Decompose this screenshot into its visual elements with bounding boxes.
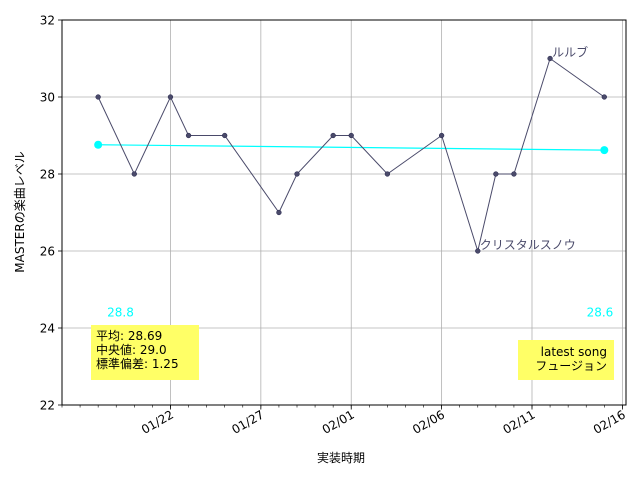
data-point <box>222 132 228 139</box>
stats-line: 中央値: 29.0 <box>96 342 167 357</box>
data-point <box>348 132 354 139</box>
data-point <box>131 171 137 177</box>
point-annotation: クリスタルスノウ <box>480 238 576 252</box>
point-annotation: ルルブ <box>552 45 588 60</box>
y-tick-label: 28 <box>40 168 55 182</box>
trend-start-label: 28.8 <box>107 305 134 319</box>
trend-end-point <box>600 146 609 155</box>
data-point <box>384 171 391 177</box>
y-tick-label: 24 <box>40 322 55 336</box>
data-point <box>167 94 174 100</box>
y-tick-label: 26 <box>40 245 55 259</box>
y-axis-label: MASTERの楽曲レベル <box>13 151 27 272</box>
stats-box <box>91 325 199 380</box>
series-layer <box>95 55 607 254</box>
data-point <box>547 55 553 62</box>
y-tick-label: 30 <box>40 91 55 105</box>
latest-song-box <box>518 340 614 380</box>
stats-line: 標準偏差: 1.25 <box>96 356 179 371</box>
data-point <box>276 209 282 216</box>
y-tick-label: 32 <box>40 14 55 28</box>
data-point <box>475 248 481 254</box>
data-point <box>330 132 336 139</box>
y-tick-label: 22 <box>40 399 55 413</box>
data-point <box>294 171 300 177</box>
trend-start-point <box>94 140 103 149</box>
data-point <box>601 94 607 100</box>
data-point <box>511 171 517 177</box>
data-point <box>493 171 499 177</box>
trend-line <box>98 144 605 151</box>
plot-frame <box>61 19 627 406</box>
latest-song-line: フュージョン <box>535 359 607 373</box>
stats-line: 平均: 28.69 <box>96 329 162 343</box>
data-point <box>95 94 101 100</box>
trend-end-label: 28.6 <box>587 305 614 319</box>
latest-song-line: latest song <box>541 345 607 359</box>
x-axis-label: 実装時期 <box>317 450 365 465</box>
data-point <box>185 132 192 139</box>
trend-layer: 28.8 28.6 <box>94 140 614 319</box>
series-line <box>97 57 605 253</box>
data-point <box>438 132 445 139</box>
